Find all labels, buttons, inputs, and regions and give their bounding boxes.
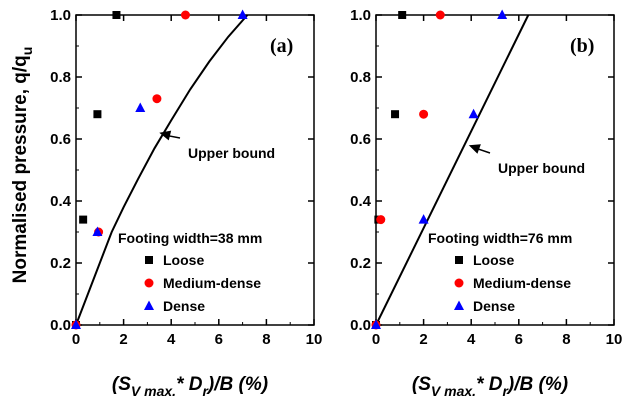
data-point-loose	[112, 11, 121, 19]
y-tick-label: 0.0	[50, 317, 71, 334]
y-tick-label: 0.6	[50, 131, 71, 148]
x-axis-label-part: (S	[412, 374, 431, 395]
data-point-dense	[237, 9, 248, 19]
annotation-arrow-head	[159, 130, 172, 141]
legend-label: Medium-dense	[473, 275, 571, 291]
x-axis-label: (SV max.* Dr)/B (%)	[412, 374, 568, 399]
chart-panel-b: 0 2 4 6 8 10 0.0 0.2 0.4 0.6 0.8 1.0 (SV max.* Dr)/B…	[350, 7, 622, 399]
y-tick-label: 1.0	[350, 7, 371, 24]
x-axis-label-part: * D	[176, 374, 203, 395]
panel-label: (b)	[570, 35, 594, 57]
legend-marker-dense	[144, 300, 154, 310]
data-point-loose	[93, 110, 102, 119]
legend: Footing width=38 mm Loose Medium-dense Dens…	[118, 230, 262, 314]
y-axis-label-main: Normalised pressure, q/q	[10, 55, 31, 283]
x-tick-label: 6	[215, 331, 223, 348]
y-tick-label: 1.0	[50, 7, 71, 24]
upper-bound-line	[375, 14, 530, 326]
y-tick-label: 0.6	[350, 131, 371, 148]
y-tick-label: 0.8	[350, 69, 371, 86]
legend-marker-medium-dense	[144, 278, 154, 288]
legend-marker-dense	[454, 300, 464, 310]
x-axis-label-part: (S	[112, 374, 131, 395]
y-tick-label: 0.2	[350, 255, 371, 272]
upper-bound-annotation: Upper bound	[188, 145, 275, 161]
chart-panel-a: 0 2 4 6 8 10 0.0 0.2 0.4 0.6 0.8 1.0 (SV max.* Dr)/B…	[50, 7, 322, 399]
data-point-medium-dense	[180, 10, 190, 20]
data-point-loose	[391, 110, 400, 119]
data-point-loose	[79, 215, 88, 224]
data-point-medium-dense	[376, 215, 386, 225]
legend-label: Medium-dense	[163, 275, 261, 291]
data-point-dense	[497, 9, 508, 19]
upper-bound-annotation: Upper bound	[498, 160, 585, 176]
data-point-dense	[371, 319, 381, 329]
y-tick-label: 0.8	[50, 69, 71, 86]
x-tick-label: 8	[562, 331, 570, 348]
data-point-medium-dense	[152, 94, 162, 104]
y-tick-label: 0.2	[50, 255, 71, 272]
x-tick-label: 6	[515, 331, 523, 348]
legend-label: Loose	[473, 252, 514, 268]
x-tick-label: 0	[372, 331, 380, 348]
x-tick-label: 4	[167, 331, 176, 348]
legend-title: Footing width=38 mm	[118, 230, 262, 246]
data-point-loose	[398, 11, 407, 19]
data-point-dense	[92, 226, 103, 236]
panel-label: (a)	[270, 35, 293, 57]
y-axis-label-subscript: u	[19, 47, 35, 56]
legend-label: Loose	[163, 252, 204, 268]
data-point-medium-dense	[419, 109, 429, 119]
x-tick-label: 2	[119, 331, 127, 348]
annotation-arrow-head	[468, 144, 481, 154]
x-axis-label-part: )/B (%)	[206, 374, 268, 395]
y-tick-label: 0.4	[50, 193, 72, 210]
legend-marker-loose	[455, 256, 463, 264]
upper-bound-line	[75, 14, 249, 326]
data-point-dense	[135, 102, 146, 112]
y-tick-label: 0.0	[350, 317, 371, 334]
x-tick-label: 10	[606, 331, 623, 348]
legend-marker-loose	[145, 256, 153, 264]
x-axis-label-subscript: r	[502, 383, 509, 399]
x-axis-label-subscript: V max.	[131, 383, 176, 399]
x-tick-label: 8	[262, 331, 270, 348]
x-axis-label: (SV max.* Dr)/B (%)	[112, 374, 268, 399]
legend-label: Dense	[473, 298, 515, 314]
x-axis-label-part: * D	[476, 374, 503, 395]
legend-marker-medium-dense	[454, 278, 464, 288]
y-tick-label: 0.4	[350, 193, 372, 210]
x-tick-label: 4	[467, 331, 476, 348]
x-tick-label: 10	[306, 331, 323, 348]
legend: Footing width=76 mm Loose Medium-dense Dens…	[428, 230, 572, 314]
data-point-dense	[71, 319, 81, 329]
legend-label: Dense	[163, 298, 205, 314]
x-axis-label-part: )/B (%)	[506, 374, 568, 395]
data-point-dense	[418, 214, 429, 224]
data-point-dense	[468, 108, 479, 119]
x-axis-label-subscript: V max.	[431, 383, 476, 399]
legend-title: Footing width=76 mm	[428, 230, 572, 246]
y-axis-label: Normalised pressure, q/qu	[10, 47, 35, 284]
x-tick-label: 2	[419, 331, 427, 348]
x-axis-label-subscript: r	[202, 383, 209, 399]
x-tick-label: 0	[72, 331, 80, 348]
data-point-medium-dense	[435, 10, 445, 20]
